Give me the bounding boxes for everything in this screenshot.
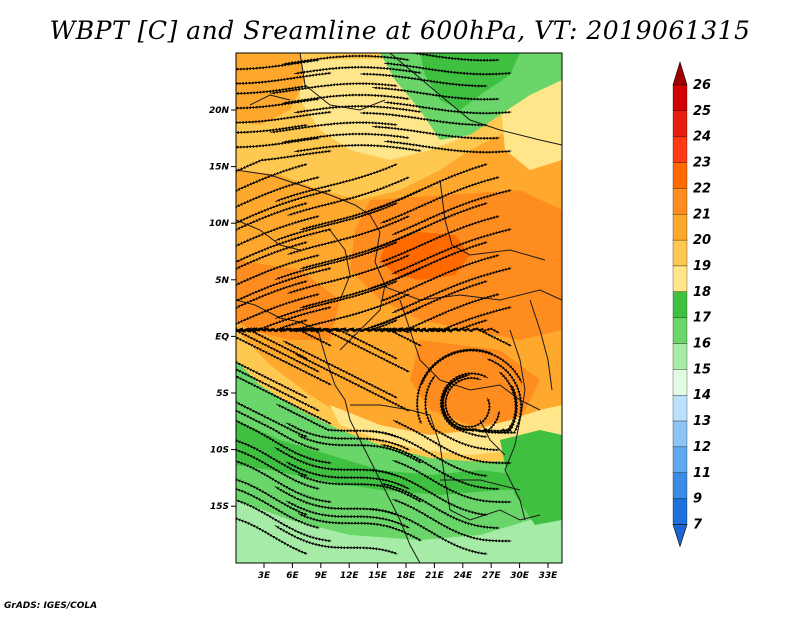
colorbar-label: 9 bbox=[693, 492, 702, 507]
lon-tick-label: 18E bbox=[397, 571, 417, 581]
colorbar-label: 7 bbox=[693, 517, 703, 532]
lat-tick-label: 5S bbox=[216, 389, 229, 399]
colorbar-swatch bbox=[672, 136, 688, 163]
lon-tick-label: 15E bbox=[368, 571, 388, 581]
colorbar-swatch bbox=[672, 239, 688, 267]
streamline bbox=[360, 72, 488, 88]
colorbar-swatch bbox=[672, 472, 688, 499]
longitude-axis: 3E 6E 9E 12E 15E 18E 21E 24E 27E 30E 33E bbox=[258, 563, 558, 581]
colorbar-top-arrow bbox=[672, 60, 688, 86]
colorbar-label: 13 bbox=[693, 414, 711, 429]
colorbar-swatch bbox=[672, 395, 688, 422]
colorbar-swatch bbox=[672, 110, 688, 137]
streamline bbox=[360, 111, 488, 127]
colorbar-swatch bbox=[672, 84, 688, 112]
colorbar-swatch bbox=[672, 188, 688, 215]
colorbar-label: 23 bbox=[693, 156, 711, 171]
map-frame bbox=[235, 52, 563, 564]
colorbar-swatch bbox=[672, 498, 688, 525]
colorbar-swatch bbox=[672, 265, 688, 292]
colorbar-label: 12 bbox=[693, 440, 711, 455]
colorbar-label: 15 bbox=[693, 362, 711, 377]
colorbar-label: 16 bbox=[693, 337, 711, 352]
lon-tick-label: 12E bbox=[340, 571, 360, 581]
lon-tick-label: 33E bbox=[539, 571, 559, 581]
map-plot-area bbox=[236, 53, 562, 563]
lon-tick-label: 30E bbox=[510, 571, 530, 581]
colorbar-bottom-arrow bbox=[672, 524, 688, 548]
colorbar-label: 11 bbox=[693, 466, 711, 481]
lon-tick-label: 9E bbox=[315, 571, 328, 581]
colorbar-swatch bbox=[672, 214, 688, 241]
colorbar: 26 25 24 23 22 21 20 19 18 17 16 15 14 13 12 11 9 7 bbox=[672, 60, 712, 548]
streamline bbox=[372, 125, 500, 140]
lat-tick-label: 10S bbox=[210, 446, 229, 456]
colorbar-swatch bbox=[672, 343, 688, 370]
chart-title: WBPT [C] and Sreamline at 600hPa, VT: 20… bbox=[49, 16, 751, 45]
colorbar-label: 14 bbox=[693, 388, 711, 403]
colorbar-label: 18 bbox=[693, 285, 711, 300]
colorbar-label: 19 bbox=[693, 259, 711, 274]
streamline bbox=[415, 348, 494, 425]
lat-tick-label: 15N bbox=[209, 163, 230, 173]
colorbar-swatch bbox=[672, 291, 688, 318]
colorbar-label: 21 bbox=[693, 207, 711, 222]
lon-tick-label: 27E bbox=[482, 571, 502, 581]
streamline bbox=[372, 86, 500, 101]
streamline bbox=[392, 53, 500, 62]
streamlines bbox=[236, 53, 523, 556]
streamline bbox=[236, 110, 332, 124]
lat-tick-label: 5N bbox=[215, 276, 229, 286]
colorbar-label: 22 bbox=[693, 181, 711, 196]
colorbar-swatch bbox=[672, 317, 688, 344]
streamline bbox=[384, 62, 512, 76]
lon-tick-label: 3E bbox=[258, 571, 271, 581]
wbpt-zone-se-green-dark bbox=[500, 430, 562, 525]
streamline bbox=[368, 507, 488, 556]
colorbar-label: 26 bbox=[693, 78, 711, 93]
streamline bbox=[395, 327, 512, 347]
colorbar-label: 17 bbox=[693, 311, 712, 326]
colorbar-swatch bbox=[672, 420, 688, 448]
latitude-axis: 20N 15N 10N 5N EQ 5S 10S 15S bbox=[209, 106, 236, 512]
colorbar-label: 20 bbox=[693, 233, 711, 248]
lat-tick-label: 10N bbox=[209, 219, 230, 229]
streamline bbox=[294, 353, 410, 412]
colorbar-swatch bbox=[672, 369, 688, 396]
lat-tick-label: EQ bbox=[215, 332, 229, 342]
colorbar-label: 24 bbox=[693, 130, 711, 145]
streamline bbox=[236, 71, 332, 85]
lat-tick-label: 15S bbox=[210, 502, 229, 512]
colorbar-swatch bbox=[672, 446, 688, 473]
lon-tick-label: 6E bbox=[286, 571, 299, 581]
lon-tick-label: 24E bbox=[453, 571, 473, 581]
streamline bbox=[282, 54, 410, 66]
streamline bbox=[384, 140, 512, 154]
lat-tick-label: 20N bbox=[209, 106, 230, 116]
lon-tick-label: 21E bbox=[425, 571, 445, 581]
colorbar-swatch bbox=[672, 162, 688, 189]
grads-credit: GrADS: IGES/COLA bbox=[4, 601, 98, 611]
streamline bbox=[384, 101, 512, 115]
colorbar-label: 25 bbox=[693, 104, 711, 119]
